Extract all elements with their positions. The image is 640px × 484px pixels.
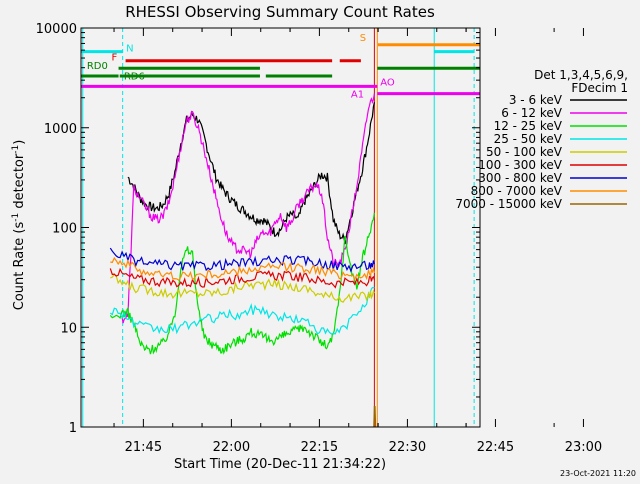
flag-label-rd0: RD0 [87,61,108,72]
chart-title: RHESSI Observing Summary Count Rates [125,3,435,21]
axes: 21:45 22:00 22:15 22:30 22:45 23:00 1 10 100 1000… [36,22,603,455]
flag-label-n: N [126,44,133,55]
legend-entry-label: 3 - 6 keV [509,93,563,107]
x-tick-label: 21:45 [125,440,162,455]
y-tick-label: 1 [69,421,77,436]
series-line-0 [127,102,375,245]
y-tick-label: 10 [60,321,77,336]
y-tick-label: 10000 [36,22,77,37]
legend-entry-label: 7000 - 15000 keV [455,197,562,211]
series-line-5 [109,267,375,289]
x-tick-label: 22:30 [389,440,426,455]
legend-entry-label: 50 - 100 keV [486,145,563,159]
y-tick-label: 1000 [44,122,77,137]
plot-area: NF RD0 RD6 AO A1 S [81,28,480,428]
legend-entry-label: 6 - 12 keV [501,106,563,120]
series-line-6 [109,247,375,273]
x-tick-label: 22:15 [301,440,338,455]
x-axis-label: Start Time (20-Dec-11 21:34:22) [174,457,386,472]
flag-label-f: F [112,53,118,64]
series-line-3 [109,286,375,335]
legend-entry-label: 100 - 300 keV [478,158,562,172]
legend-entry-label: 300 - 800 keV [478,171,562,185]
x-tick-label: 22:00 [213,440,250,455]
legend-entry-label: 12 - 25 keV [494,119,563,133]
series-line-8 [373,406,377,428]
y-axis-label: Count Rate (s-1 detector-1) [11,140,27,311]
series-line-1 [121,93,375,324]
flag-label-a1: A1 [351,90,364,101]
legend-header-line2: FDecim 1 [571,81,628,95]
footer-date: 23-Oct-2021 11:20 [560,469,636,478]
flag-label-rd6: RD6 [124,71,145,82]
x-tick-label: 22:45 [477,440,514,455]
legend-entry-label: 25 - 50 keV [494,132,563,146]
flag-label-s: S [360,33,366,44]
y-tick-label: 100 [52,222,77,237]
legend-entry-label: 800 - 7000 keV [471,184,563,198]
x-tick-label: 23:00 [565,440,602,455]
flag-label-ao: AO [380,78,395,89]
series-line-2 [109,212,375,355]
series-line-7 [110,256,375,282]
legend-header-line1: Det 1,3,4,5,6,9, [534,68,628,82]
